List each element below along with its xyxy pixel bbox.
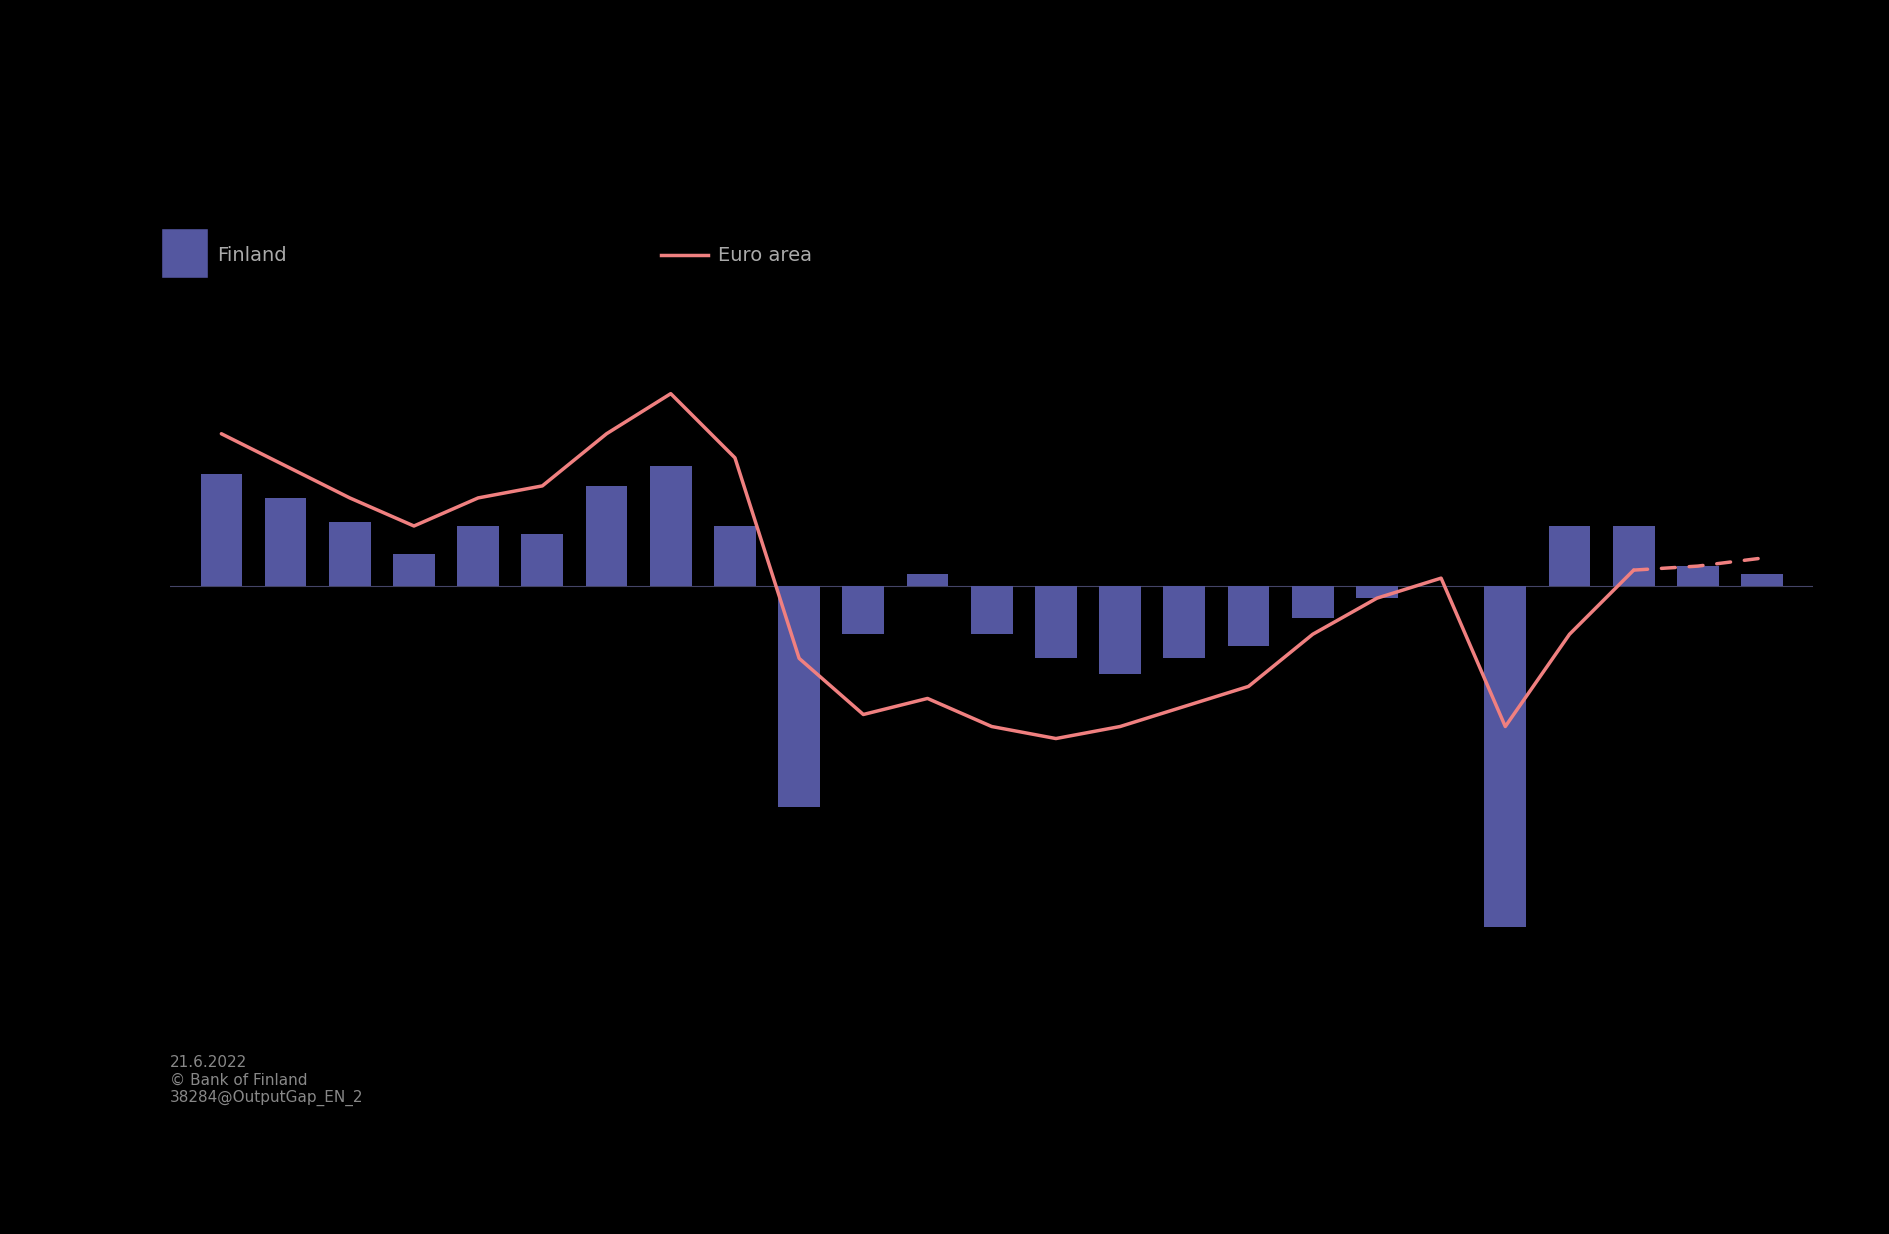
Bar: [1099, 586, 1141, 674]
Text: 21.6.2022
© Bank of Finland
38284@OutputGap_EN_2: 21.6.2022 © Bank of Finland 38284@Output…: [170, 1055, 363, 1106]
Bar: [1613, 526, 1655, 586]
Bar: [971, 586, 1013, 634]
Bar: [1742, 574, 1783, 586]
Bar: [1228, 586, 1269, 647]
Bar: [1035, 586, 1077, 658]
Bar: [521, 534, 563, 586]
Bar: [1677, 566, 1719, 586]
Bar: [1356, 586, 1398, 598]
Bar: [907, 574, 948, 586]
Bar: [457, 526, 499, 586]
Text: Euro area: Euro area: [718, 246, 812, 265]
Bar: [714, 526, 756, 586]
Bar: [200, 474, 242, 586]
Bar: [1485, 586, 1526, 927]
Bar: [650, 465, 691, 586]
Bar: [1164, 586, 1205, 658]
Text: Finland: Finland: [217, 246, 287, 265]
Bar: [1292, 586, 1334, 618]
Bar: [329, 522, 370, 586]
Bar: [586, 486, 627, 586]
Bar: [393, 554, 434, 586]
Bar: [264, 497, 306, 586]
Bar: [1549, 526, 1591, 586]
Bar: [842, 586, 884, 634]
Bar: [778, 586, 820, 807]
